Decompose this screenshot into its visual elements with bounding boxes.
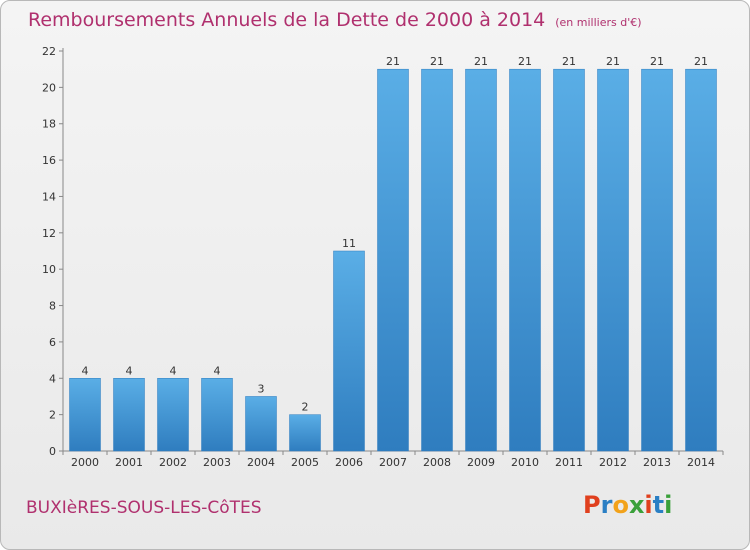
bar [289, 414, 321, 452]
bar-value-label: 4 [82, 364, 89, 377]
bar [465, 68, 497, 452]
bar [641, 68, 673, 452]
y-tick-label: 22 [42, 45, 56, 58]
y-tick-label: 2 [49, 409, 56, 422]
bar-value-label: 21 [650, 55, 664, 68]
bar [113, 378, 145, 452]
bar-value-label: 21 [606, 55, 620, 68]
bar-value-label: 21 [386, 55, 400, 68]
bar [597, 68, 629, 452]
y-tick-label: 8 [49, 300, 56, 313]
brand-letter: x [628, 491, 645, 519]
brand-letter: P [583, 491, 601, 519]
bar-value-label: 2 [302, 401, 309, 414]
chart-unit-text: (en milliers d'€) [555, 16, 642, 29]
y-tick-label: 10 [42, 263, 56, 276]
chart-title-text: Remboursements Annuels de la Dette de 20… [28, 9, 546, 31]
brand-letter: i [664, 491, 673, 519]
x-tick-label: 2005 [291, 456, 319, 469]
y-tick-label: 12 [42, 227, 56, 240]
bars-layer [69, 68, 717, 452]
x-tick-label: 2010 [511, 456, 539, 469]
bar [157, 378, 189, 452]
x-tick-label: 2003 [203, 456, 231, 469]
bar-value-label: 4 [126, 364, 133, 377]
x-tick-label: 2008 [423, 456, 451, 469]
bar-value-label: 21 [694, 55, 708, 68]
bar-value-label: 11 [342, 237, 356, 250]
x-tick-label: 2006 [335, 456, 363, 469]
x-tick-label: 2002 [159, 456, 187, 469]
x-tick-label: 2013 [643, 456, 671, 469]
y-tick-label: 16 [42, 154, 56, 167]
y-tick-label: 0 [49, 445, 56, 458]
bar [553, 68, 585, 452]
chart-title: Remboursements Annuels de la Dette de 20… [28, 9, 642, 31]
bar-value-label: 3 [258, 382, 265, 395]
bar [333, 250, 365, 452]
y-tick-label: 18 [42, 118, 56, 131]
bar [421, 68, 453, 452]
x-tick-label: 2007 [379, 456, 407, 469]
bar-value-label: 4 [214, 364, 221, 377]
brand-letter: r [600, 491, 613, 519]
commune-name: BUXIèRES-SOUS-LES-CôTES [26, 498, 262, 518]
bar [509, 68, 541, 452]
x-tick-label: 2004 [247, 456, 275, 469]
bar [201, 378, 233, 452]
x-tick-label: 2011 [555, 456, 583, 469]
bar [377, 68, 409, 452]
proxiti-logo: Proxiti [583, 491, 672, 519]
brand-letter: o [612, 491, 629, 519]
bar-value-label: 21 [474, 55, 488, 68]
x-tick-label: 2014 [687, 456, 715, 469]
y-tick-label: 14 [42, 190, 56, 203]
labels-layer: 4 2000 4 2001 4 2002 4 2003 3 2004 2 2005 11 2006 21 20… [71, 55, 715, 469]
y-tick-label: 20 [42, 81, 56, 94]
x-tick-label: 2001 [115, 456, 143, 469]
bar [245, 396, 277, 452]
bar-value-label: 21 [562, 55, 576, 68]
bar-value-label: 4 [170, 364, 177, 377]
brand-letter: t [652, 491, 665, 519]
x-tick-label: 2000 [71, 456, 99, 469]
bar-value-label: 21 [518, 55, 532, 68]
bar [69, 378, 101, 452]
bar-value-label: 21 [430, 55, 444, 68]
x-tick-label: 2012 [599, 456, 627, 469]
y-tick-label: 4 [49, 372, 56, 385]
y-tick-label: 6 [49, 336, 56, 349]
bar [685, 68, 717, 452]
brand-letter: i [644, 491, 653, 519]
x-tick-label: 2009 [467, 456, 495, 469]
